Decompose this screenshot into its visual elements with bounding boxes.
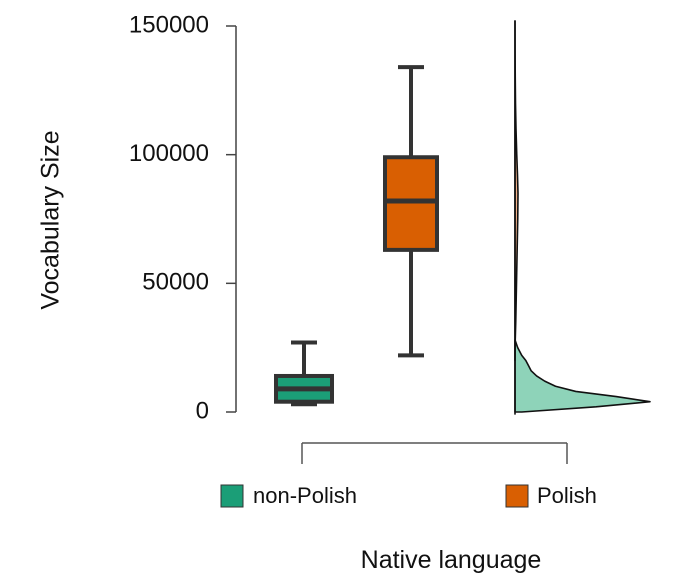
y-tick-label: 150000 [129, 11, 209, 38]
y-axis-ticks: 0 50000 100000 150000 [129, 11, 236, 424]
legend: non-Polish Polish [220, 483, 597, 508]
y-tick-label: 50000 [142, 269, 209, 296]
density-plots [514, 20, 651, 415]
legend-swatch-polish [505, 484, 529, 508]
y-tick-label: 100000 [129, 140, 209, 167]
x-axis-title: Native language [361, 546, 542, 574]
boxplots [274, 65, 439, 407]
y-tick-label: 0 [196, 397, 209, 424]
density-non-polish [514, 339, 651, 413]
boxplot-polish [383, 65, 439, 358]
box [383, 155, 439, 252]
y-axis: 0 50000 100000 150000 [129, 11, 237, 424]
x-axis-bracket [301, 442, 568, 464]
legend-swatch-non-polish [220, 484, 244, 508]
legend-label-polish: Polish [537, 483, 597, 508]
legend-label-non-polish: non-Polish [253, 483, 357, 508]
y-axis-title: Vocabulary Size [37, 130, 65, 309]
boxplot-non-polish [274, 340, 334, 407]
